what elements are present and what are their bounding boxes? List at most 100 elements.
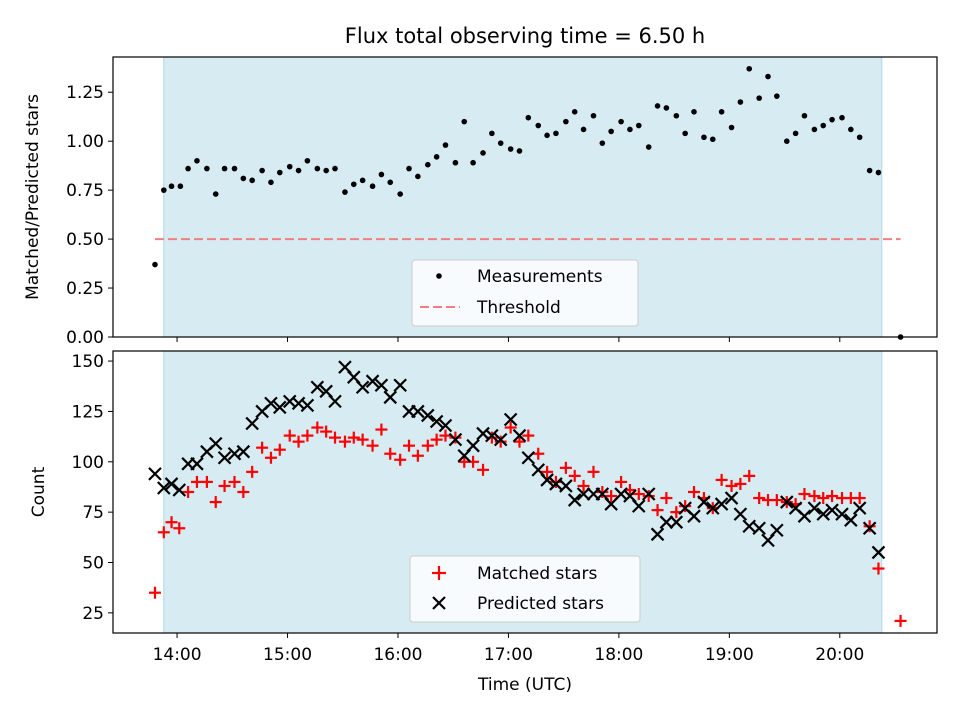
matched-star-point xyxy=(541,465,554,478)
top-legend: Measurements Threshold xyxy=(411,259,639,327)
measurement-point xyxy=(442,142,449,148)
measurement-point xyxy=(480,150,486,156)
measurement-point xyxy=(525,114,532,121)
legend-measurements-marker xyxy=(436,273,442,279)
matched-star-point xyxy=(725,479,738,492)
legend-matched-marker xyxy=(432,566,446,580)
predicted-star-point xyxy=(245,416,259,431)
top-y-axis-label: Matched/Predicted stars xyxy=(23,94,43,300)
measurement-point xyxy=(682,130,688,137)
predicted-star-point xyxy=(273,400,287,415)
measurement-point xyxy=(599,140,606,146)
predicted-star-point xyxy=(264,396,278,411)
predicted-star-point xyxy=(641,487,656,501)
measurement-point xyxy=(304,157,311,164)
measurement-point xyxy=(212,191,219,197)
predicted-star-point xyxy=(421,408,435,423)
measurement-point xyxy=(618,118,624,125)
predicted-star-point xyxy=(797,509,812,523)
predicted-star-point xyxy=(733,507,748,521)
predicted-star-point xyxy=(871,545,886,560)
matched-star-point xyxy=(384,447,397,460)
matched-star-point xyxy=(209,496,222,509)
bottom-y-axis-label: Count xyxy=(29,466,49,517)
predicted-star-points xyxy=(148,360,886,560)
matched-star-point xyxy=(439,429,452,442)
matched-star-point xyxy=(477,463,490,476)
measurement-point xyxy=(397,191,403,197)
matched-star-point xyxy=(320,425,333,438)
matched-star-point xyxy=(256,441,269,454)
predicted-star-point xyxy=(512,428,527,443)
measurement-point xyxy=(765,73,771,80)
top-y-tick-label: 0.75 xyxy=(66,181,104,201)
measurement-point xyxy=(231,165,238,172)
measurement-point xyxy=(792,130,799,137)
bottom-panel: 25 50 75 100 125 150 14:00 15:00 16:00 17:00 18:0… xyxy=(29,350,938,695)
bottom-y-tick-label: 150 xyxy=(72,352,104,372)
measurement-point xyxy=(801,112,808,119)
measurement-point xyxy=(783,138,790,144)
predicted-star-point xyxy=(835,507,849,521)
predicted-star-point xyxy=(411,404,425,419)
measurement-point xyxy=(240,175,247,182)
measurement-point xyxy=(635,122,642,129)
predicted-star-point xyxy=(157,481,171,495)
measurement-point xyxy=(709,136,716,143)
matched-star-point xyxy=(366,439,379,452)
bottom-y-tick-label: 25 xyxy=(82,604,104,624)
matched-star-point xyxy=(264,451,277,464)
matched-star-point xyxy=(753,492,766,505)
measurement-point xyxy=(378,171,385,178)
measurement-point xyxy=(452,159,459,166)
bottom-y-tick-label: 50 xyxy=(82,554,104,574)
bottom-y-axis: 25 50 75 100 125 150 xyxy=(72,352,113,624)
measurement-point xyxy=(701,134,707,141)
measurement-point xyxy=(152,261,158,268)
measurement-point xyxy=(608,128,614,135)
measurement-point xyxy=(580,126,587,133)
matched-star-point xyxy=(200,475,213,488)
bottom-x-axis: 14:00 15:00 16:00 17:00 18:00 19:00 20:00 xyxy=(153,633,864,665)
matched-star-point xyxy=(863,520,876,533)
legend-threshold-label: Threshold xyxy=(476,298,561,318)
legend-predicted-label: Predicted stars xyxy=(477,594,604,614)
legend-measurements-label: Measurements xyxy=(477,267,603,287)
matched-star-points xyxy=(148,421,907,627)
measurement-point xyxy=(323,167,329,174)
predicted-star-point xyxy=(383,390,398,405)
measurement-point xyxy=(756,95,762,101)
predicted-star-point xyxy=(697,495,711,509)
measurement-point xyxy=(774,93,780,99)
measurement-point xyxy=(259,167,265,174)
matched-star-point xyxy=(157,526,170,539)
predicted-star-point xyxy=(172,483,187,497)
matched-star-point xyxy=(596,486,609,498)
top-panel: Flux total observing time = 6.50 h 0.000… xyxy=(23,24,938,348)
measurement-point xyxy=(875,169,882,176)
matched-star-point xyxy=(632,488,645,501)
measurement-point xyxy=(563,118,569,125)
matched-star-point xyxy=(421,439,434,452)
measurement-point xyxy=(314,165,321,172)
measurement-point xyxy=(516,148,523,154)
matched-star-point xyxy=(237,486,250,498)
measurement-point xyxy=(433,154,440,160)
matched-star-point xyxy=(403,439,416,452)
chart-title: Flux total observing time = 6.50 h xyxy=(345,24,705,48)
predicted-star-point xyxy=(148,467,162,481)
matched-star-point xyxy=(173,522,186,535)
matched-star-point xyxy=(375,423,388,436)
bottom-x-axis-label: Time (UTC) xyxy=(477,675,572,695)
predicted-star-point xyxy=(466,438,480,453)
measurement-point xyxy=(848,126,854,133)
matched-star-point xyxy=(715,473,728,486)
matched-star-point xyxy=(218,479,231,492)
measurement-point xyxy=(177,183,184,190)
measurement-point xyxy=(645,144,652,150)
matched-star-point xyxy=(356,433,369,446)
predicted-star-point xyxy=(576,487,591,501)
top-y-tick-label: 0.50 xyxy=(66,230,104,250)
bottom-y-tick-label: 125 xyxy=(72,402,104,422)
measurement-point xyxy=(332,165,338,172)
